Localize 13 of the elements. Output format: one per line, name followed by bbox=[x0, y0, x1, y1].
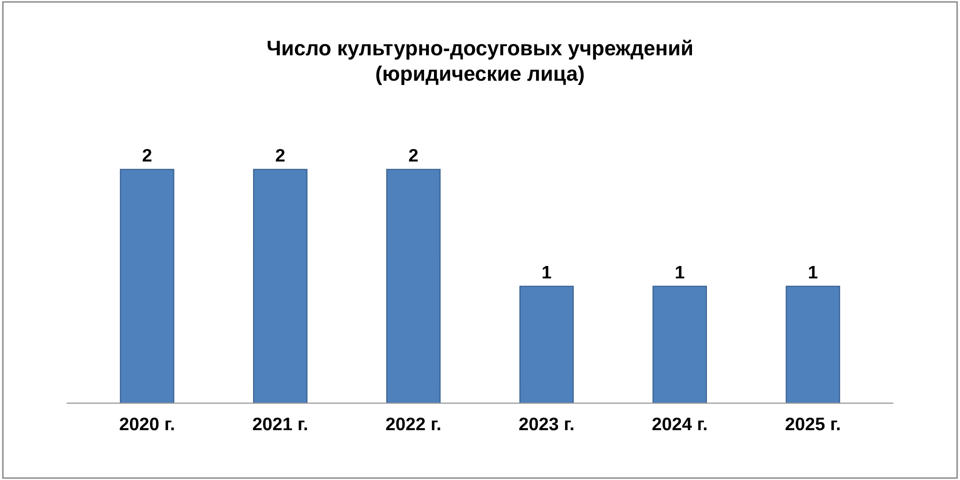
x-tick-label: 2020 г. bbox=[120, 418, 174, 430]
data-label: 1 bbox=[676, 266, 684, 278]
data-label: 2 bbox=[142, 148, 152, 162]
data-label: 2 bbox=[409, 148, 418, 162]
x-tick-label: 2024 г. bbox=[652, 418, 706, 430]
x-tick-label: 2025 г. bbox=[786, 418, 840, 430]
x-tick-label: 2023 г. bbox=[519, 418, 574, 430]
data-label: 1 bbox=[542, 266, 552, 278]
chart-title: Число культурно-досуговых учреждений (юридические лица) bbox=[268, 40, 692, 86]
data-label: 2 bbox=[276, 148, 285, 162]
data-label: 1 bbox=[809, 266, 818, 278]
x-tick-label: 2021 г. bbox=[252, 418, 307, 430]
x-tick-label: 2022 г. bbox=[386, 418, 440, 430]
